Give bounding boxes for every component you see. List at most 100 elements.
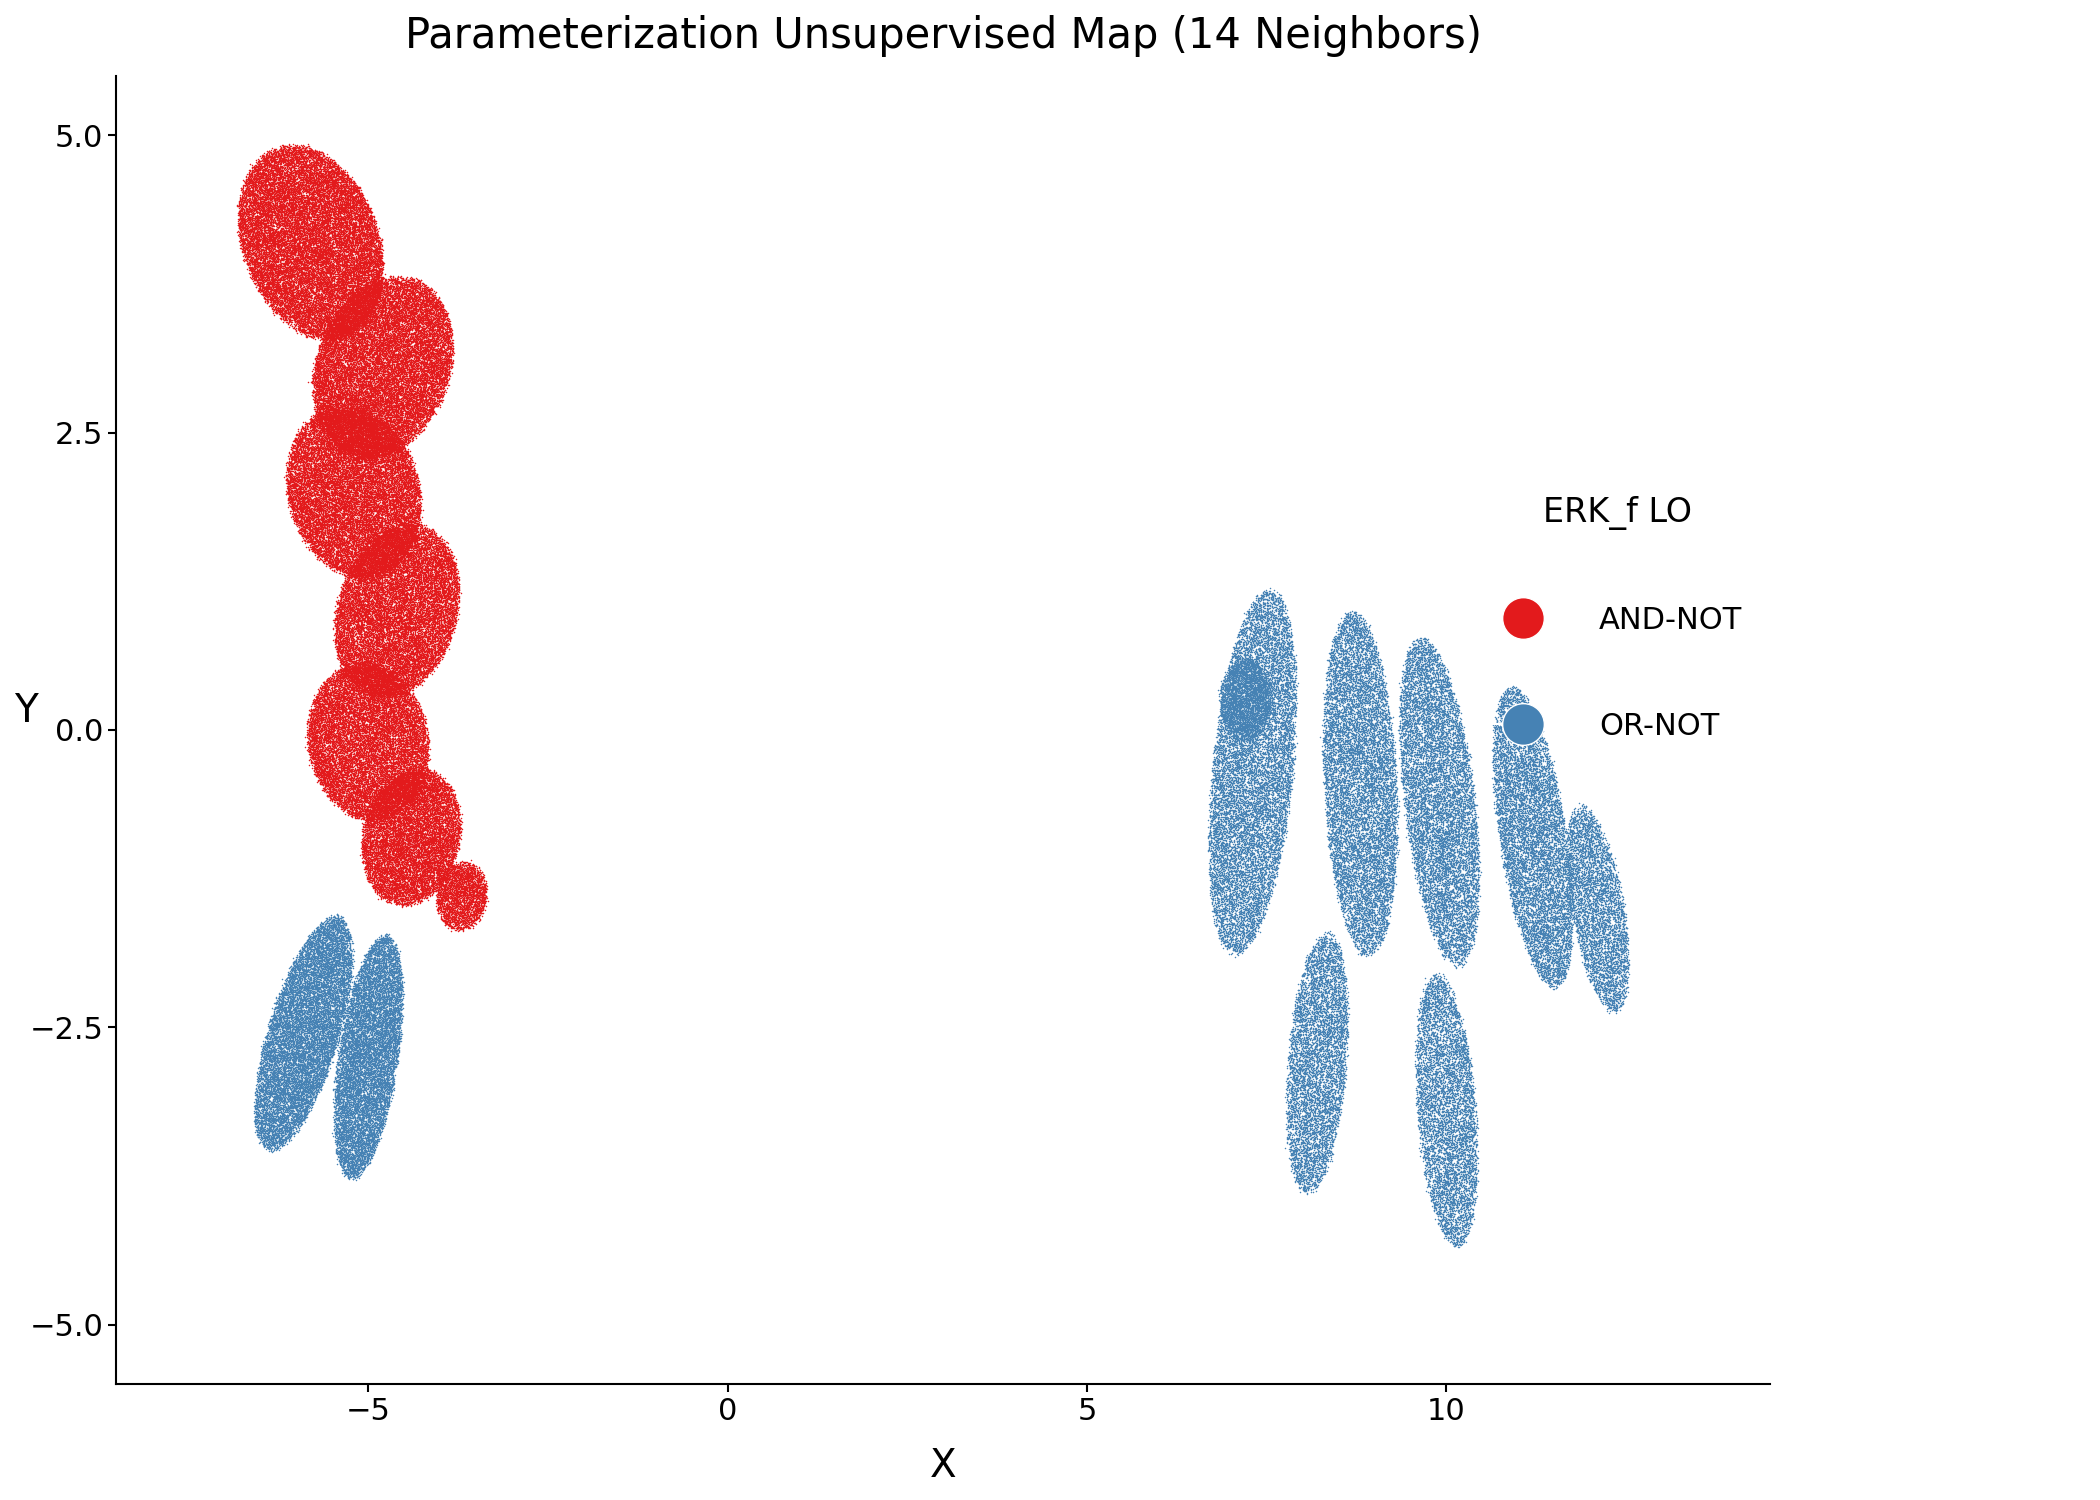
Point (1310, 771, 1344, 795)
Point (420, 585, 454, 609)
Point (1504, 921, 1537, 945)
Point (300, 488, 334, 512)
Point (380, 534, 414, 558)
Point (1609, 945, 1642, 969)
Point (361, 680, 395, 703)
Point (1245, 796, 1279, 820)
Point (376, 554, 410, 578)
Point (277, 975, 311, 999)
Point (393, 520, 426, 544)
Point (351, 657, 384, 681)
Point (363, 663, 397, 687)
Point (288, 446, 321, 470)
Point (342, 650, 376, 674)
Point (359, 603, 393, 627)
Point (365, 657, 399, 681)
Point (1556, 821, 1590, 844)
Point (391, 279, 424, 303)
Point (1212, 834, 1245, 858)
Point (349, 424, 382, 448)
Point (1441, 742, 1474, 766)
Point (286, 284, 319, 308)
Point (372, 453, 405, 477)
Point (1338, 778, 1371, 802)
Point (361, 405, 395, 429)
Point (1449, 867, 1483, 891)
Point (1409, 840, 1443, 864)
Point (357, 932, 391, 956)
Point (374, 436, 407, 460)
Point (1201, 717, 1235, 741)
Point (302, 516, 336, 540)
Point (399, 278, 433, 302)
Point (336, 258, 370, 282)
Point (1231, 862, 1264, 886)
Point (326, 430, 359, 454)
Point (336, 768, 370, 792)
Point (342, 598, 376, 622)
Point (1407, 772, 1441, 796)
Point (309, 688, 342, 712)
Point (365, 633, 399, 657)
Point (361, 509, 395, 532)
Point (1499, 777, 1533, 801)
Point (382, 974, 416, 998)
Point (344, 210, 378, 234)
Point (298, 1048, 332, 1072)
Point (265, 1050, 298, 1074)
Point (340, 1090, 374, 1114)
Point (317, 513, 351, 537)
Point (311, 754, 344, 778)
Point (372, 730, 405, 754)
Point (1495, 714, 1529, 738)
Point (1241, 624, 1275, 648)
Point (363, 994, 397, 1018)
Point (424, 896, 458, 920)
Point (370, 284, 403, 308)
Point (351, 474, 384, 498)
Point (418, 610, 452, 634)
Point (349, 526, 382, 550)
Point (1571, 945, 1604, 969)
Point (311, 1046, 344, 1070)
Point (393, 309, 426, 333)
Point (1277, 678, 1310, 702)
Point (279, 276, 313, 300)
Point (378, 720, 412, 744)
Point (349, 477, 382, 501)
Point (1363, 878, 1397, 902)
Point (1281, 1017, 1315, 1041)
Point (1338, 756, 1371, 780)
Point (1510, 796, 1544, 820)
Point (1533, 764, 1567, 788)
Point (351, 544, 384, 568)
Point (1438, 825, 1472, 849)
Point (271, 164, 304, 188)
Point (1208, 828, 1241, 852)
Point (342, 1022, 376, 1046)
Point (1529, 864, 1562, 888)
Point (361, 1108, 395, 1132)
Point (279, 276, 313, 300)
Point (311, 999, 344, 1023)
Point (355, 714, 388, 738)
Point (271, 252, 304, 276)
Point (307, 952, 340, 976)
Point (296, 186, 330, 210)
Point (382, 352, 416, 376)
Point (388, 459, 422, 483)
Point (1203, 922, 1237, 946)
Point (1409, 807, 1443, 831)
Point (397, 378, 430, 402)
Point (399, 549, 433, 573)
Point (1386, 730, 1420, 754)
Point (1325, 1022, 1359, 1046)
Point (336, 216, 370, 240)
Point (302, 384, 336, 408)
Point (277, 1086, 311, 1110)
Point (395, 396, 428, 420)
Point (1308, 1158, 1342, 1182)
Point (380, 1023, 414, 1047)
Point (250, 207, 284, 231)
Point (1317, 842, 1350, 866)
